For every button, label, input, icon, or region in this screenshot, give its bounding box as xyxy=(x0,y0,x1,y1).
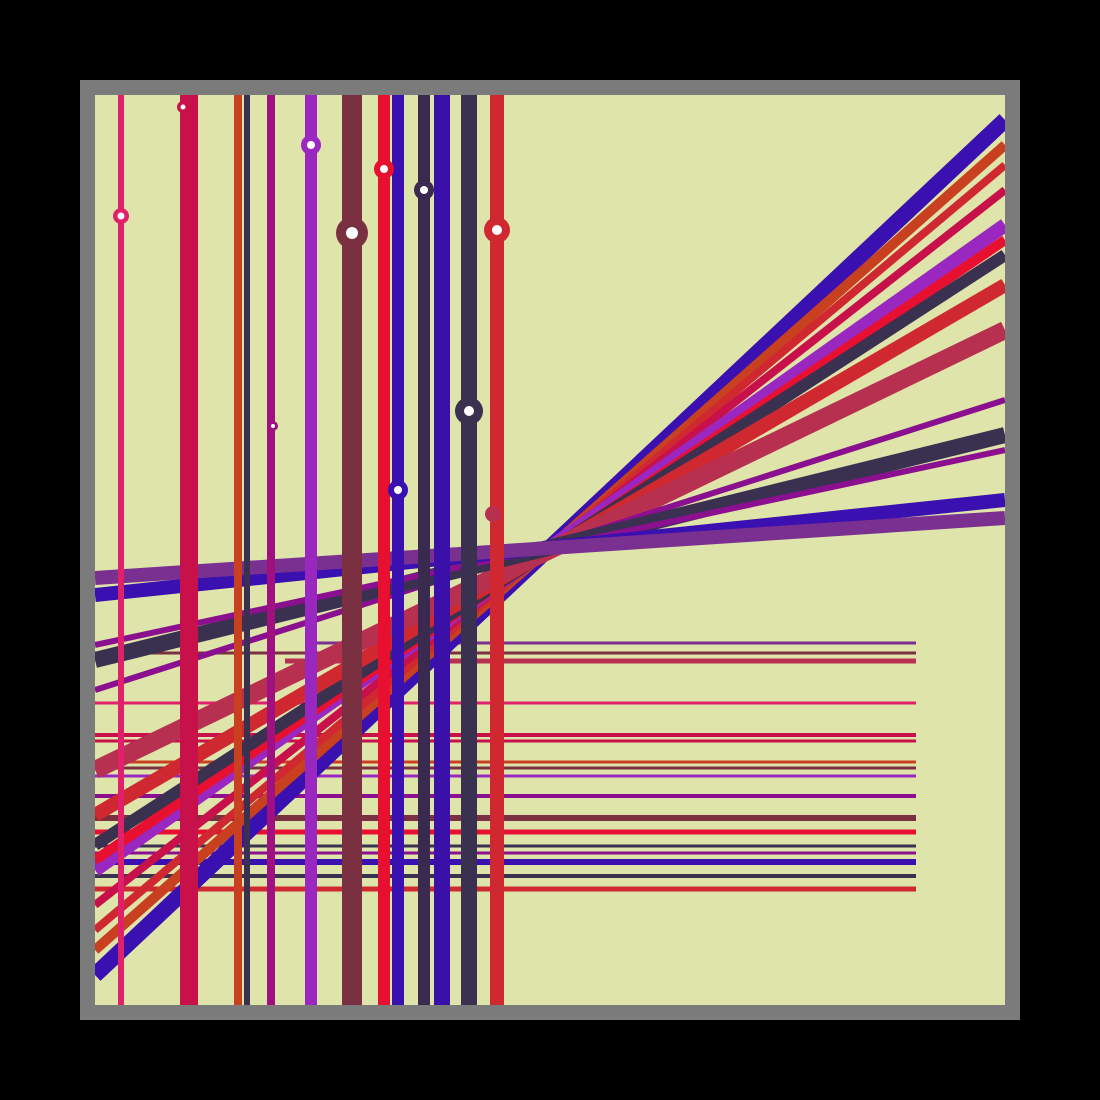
dots xyxy=(113,101,510,522)
dot-center xyxy=(420,186,428,194)
dot-center xyxy=(492,225,502,235)
dot-center xyxy=(271,424,275,428)
dot-center xyxy=(380,165,388,173)
dot-center xyxy=(464,406,474,416)
dot-center xyxy=(117,212,125,220)
dot-center xyxy=(180,104,186,110)
dot-center xyxy=(394,486,402,494)
dot-center xyxy=(346,227,358,239)
composition xyxy=(95,95,1005,1005)
dot-center xyxy=(307,141,315,149)
dot xyxy=(485,506,501,522)
vertical-lines xyxy=(118,95,504,1005)
